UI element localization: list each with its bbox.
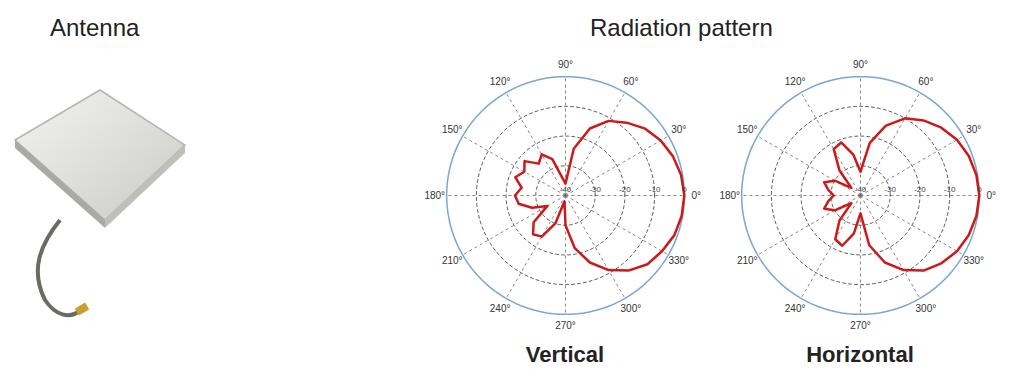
svg-text:-30: -30 [884, 185, 896, 194]
svg-text:-30: -30 [589, 185, 601, 194]
svg-text:150°: 150° [442, 124, 463, 135]
svg-text:0°: 0° [691, 190, 701, 201]
svg-text:90°: 90° [558, 59, 573, 70]
svg-text:330°: 330° [668, 255, 689, 266]
html-text:Antenna: Antenna [50, 14, 140, 41]
svg-text:-40: -40 [560, 185, 572, 194]
svg-text:90°: 90° [853, 59, 868, 70]
svg-text:270°: 270° [555, 320, 576, 331]
svg-text:270°: 270° [850, 320, 871, 331]
svg-text:-10: -10 [649, 185, 661, 194]
svg-text:180°: 180° [424, 190, 445, 201]
svg-text:150°: 150° [737, 124, 758, 135]
svg-text:240°: 240° [785, 303, 806, 314]
html-text:Vertical: Vertical [525, 342, 605, 367]
svg-text:300°: 300° [916, 303, 937, 314]
svg-text:-40: -40 [855, 185, 867, 194]
svg-text:-20: -20 [914, 185, 926, 194]
svg-text:-10: -10 [944, 185, 956, 194]
svg-text:30°: 30° [966, 124, 981, 135]
svg-text:30°: 30° [671, 124, 686, 135]
svg-text:300°: 300° [621, 303, 642, 314]
svg-text:0: 0 [682, 185, 687, 194]
svg-text:210°: 210° [737, 255, 758, 266]
svg-text:240°: 240° [490, 303, 511, 314]
svg-text:120°: 120° [785, 76, 806, 87]
svg-text:210°: 210° [442, 255, 463, 266]
html-text:Radiation pattern: Radiation pattern [590, 14, 773, 41]
svg-text:120°: 120° [490, 76, 511, 87]
html-text:Horizontal: Horizontal [806, 342, 914, 367]
svg-text:330°: 330° [963, 255, 984, 266]
svg-text:0: 0 [977, 185, 982, 194]
svg-text:-20: -20 [619, 185, 631, 194]
svg-text:0°: 0° [986, 190, 996, 201]
svg-text:60°: 60° [623, 76, 638, 87]
svg-text:60°: 60° [918, 76, 933, 87]
svg-text:180°: 180° [719, 190, 740, 201]
